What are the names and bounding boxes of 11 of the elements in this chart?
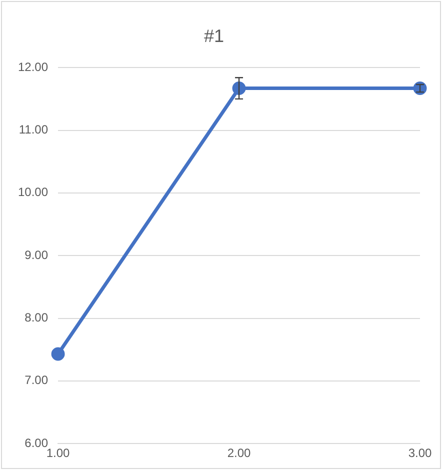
x-tick-label: 1.00	[46, 446, 70, 460]
y-tick-label: 6.00	[24, 436, 48, 450]
chart-title: #1	[204, 26, 224, 46]
x-tick-label: 2.00	[227, 446, 252, 460]
y-tick-label: 8.00	[24, 310, 48, 325]
y-tick-label: 9.00	[24, 248, 48, 262]
y-tick-label: 11.00	[18, 122, 48, 137]
x-tick-label: 3.00	[408, 446, 432, 460]
y-tick-label: 12.00	[18, 60, 48, 74]
y-tick-label: 7.00	[24, 373, 48, 388]
y-tick-label: 10.00	[18, 185, 48, 200]
